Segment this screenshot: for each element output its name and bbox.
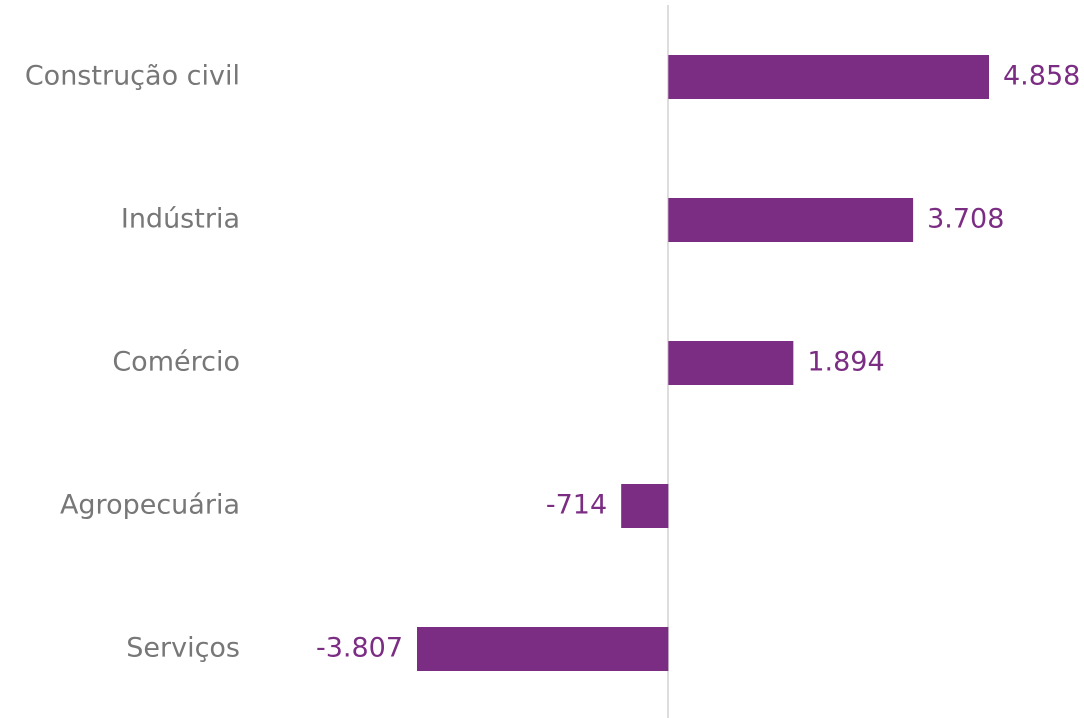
bar [668, 55, 989, 99]
value-label: 3.708 [927, 204, 1004, 235]
category-label: Construção civil [25, 61, 240, 92]
value-label: -3.807 [316, 633, 403, 664]
value-label: 4.858 [1003, 61, 1080, 92]
bar [668, 341, 794, 385]
category-label: Comércio [112, 347, 240, 378]
value-label: 1.894 [807, 347, 884, 378]
bar [668, 198, 914, 242]
bar [417, 627, 669, 671]
category-label: Agropecuária [60, 490, 240, 521]
value-label: -714 [546, 490, 607, 521]
category-label: Serviços [126, 633, 240, 664]
bar [621, 484, 669, 528]
category-label: Indústria [121, 204, 240, 235]
